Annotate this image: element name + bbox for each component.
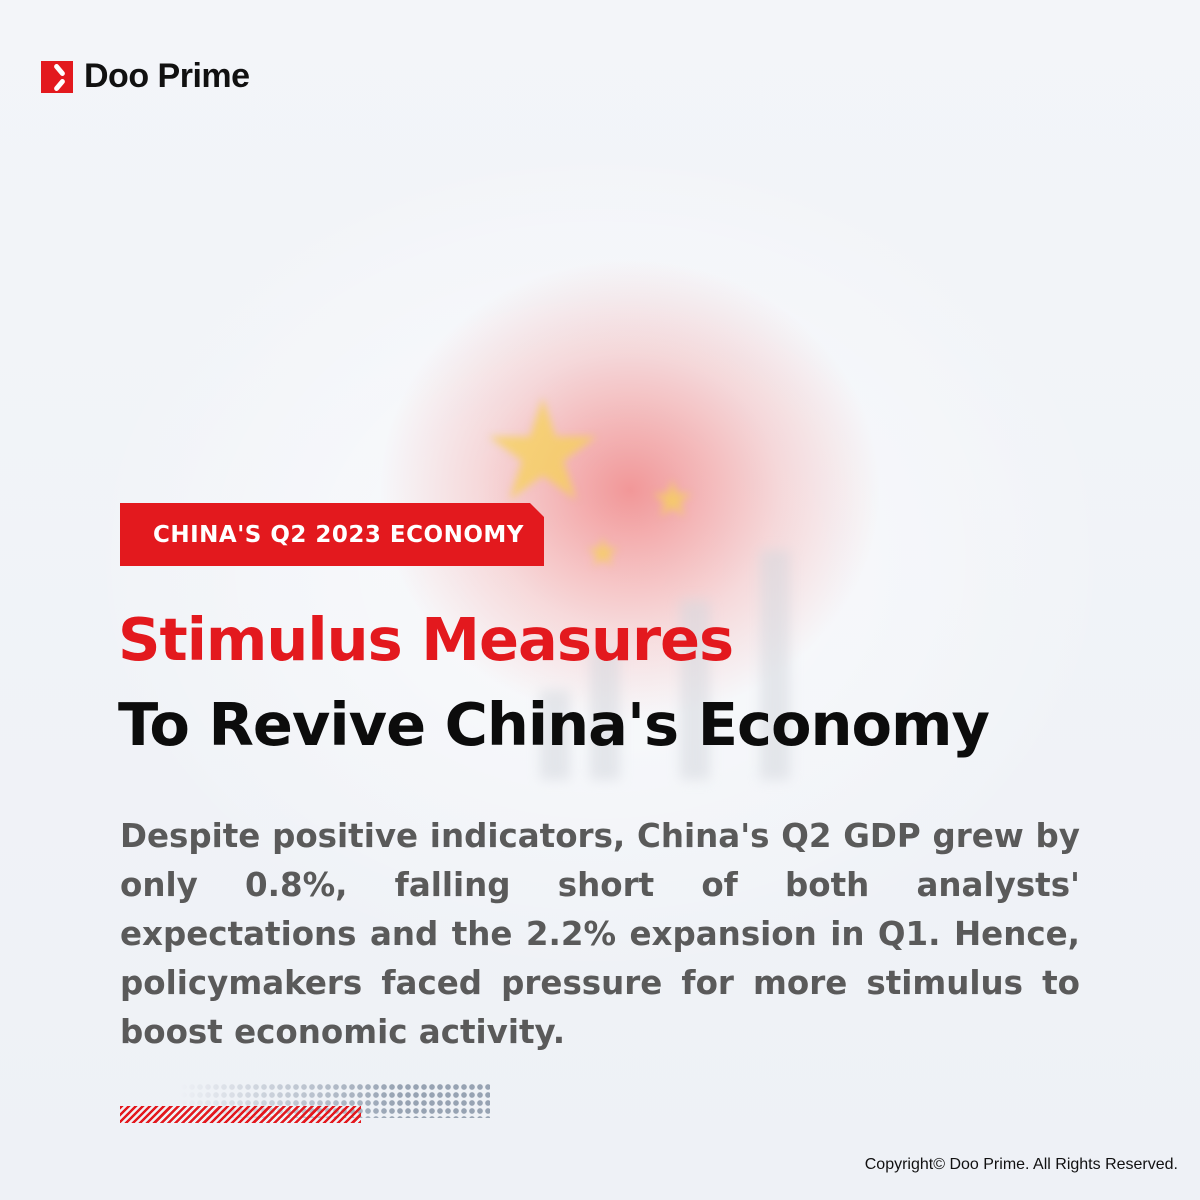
headline-line-1: Stimulus Measures [118,605,734,674]
striped-bar-decoration [120,1106,361,1123]
doo-prime-logo-icon [41,60,73,93]
blurred-chart-graphic [520,540,850,780]
brand-name: Doo Prime [84,57,250,95]
body-text: Despite positive indicators, China's Q2 … [120,817,1080,1051]
headline-line-2: To Revive China's Economy [118,690,990,759]
flag-star-icon: ★ [585,530,621,576]
flag-star-icon: ★ [650,470,695,528]
brand-logo: Doo Prime [41,57,250,96]
topic-badge: CHINA'S Q2 2023 ECONOMY [120,503,544,566]
copyright-text: Copyright© Doo Prime. All Rights Reserve… [864,1156,1178,1173]
